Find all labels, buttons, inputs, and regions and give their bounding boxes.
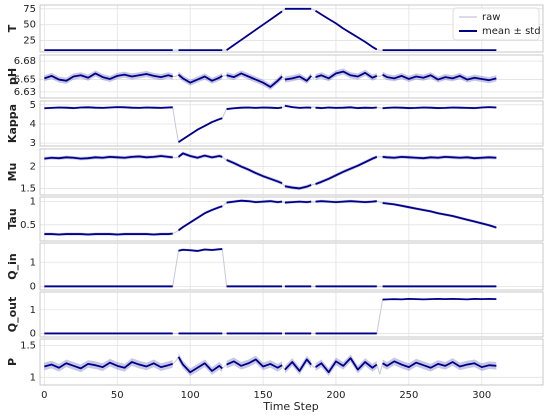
y-axis-label: Tau xyxy=(6,208,19,229)
y-tick-label: 5 xyxy=(30,100,36,111)
panel-border xyxy=(39,291,544,338)
std-band xyxy=(44,104,497,144)
panel-border xyxy=(39,196,544,242)
y-axis-label: pH xyxy=(6,68,19,85)
mean-line xyxy=(44,70,497,88)
x-tick-label: 250 xyxy=(399,390,418,401)
plot-area xyxy=(44,297,497,335)
panel-border xyxy=(39,242,544,291)
y-tick-label: 6.63 xyxy=(14,87,36,98)
y-tick-label: 75 xyxy=(23,4,36,15)
y-tick-label: 6.65 xyxy=(14,75,36,86)
plot-area xyxy=(44,151,497,191)
std-band xyxy=(44,68,497,91)
panel-border xyxy=(39,338,544,386)
x-axis-label: Time Step xyxy=(262,400,318,413)
x-tick-label: 200 xyxy=(326,390,345,401)
plot-area xyxy=(44,199,497,236)
x-tick-label: 300 xyxy=(472,390,491,401)
panel-border xyxy=(39,4,544,53)
plot-area xyxy=(44,353,497,377)
y-tick-label: 1.5 xyxy=(20,340,36,351)
y-axis-label: Q_out xyxy=(6,297,19,333)
y-tick-label: 0 xyxy=(30,328,36,339)
legend-label: raw xyxy=(482,12,500,23)
y-tick-label: 2 xyxy=(30,162,36,173)
x-tick-label: 0 xyxy=(41,390,47,401)
mean-line xyxy=(44,248,497,288)
mean-line xyxy=(44,152,497,190)
mean-line xyxy=(44,356,497,374)
y-tick-label: 3 xyxy=(30,138,36,149)
y-axis-label: Mu xyxy=(6,163,19,182)
x-tick-label: 150 xyxy=(254,390,273,401)
y-tick-label: 1 xyxy=(30,305,36,316)
y-axis-label: T xyxy=(6,24,19,32)
y-tick-label: 25 xyxy=(23,36,36,47)
plot-area xyxy=(44,68,497,91)
panel-background xyxy=(40,243,543,290)
mean-line xyxy=(44,104,497,143)
legend-label: mean ± std xyxy=(482,26,541,37)
y-tick-label: 0.5 xyxy=(20,220,36,231)
mean-line xyxy=(44,199,497,236)
plot-area xyxy=(44,104,497,144)
x-tick-label: 50 xyxy=(111,390,124,401)
y-axis-label: Q_in xyxy=(6,253,19,279)
y-tick-label: 50 xyxy=(23,20,36,31)
mean-line xyxy=(44,7,497,51)
panel-border xyxy=(39,54,544,99)
plot-area xyxy=(44,247,497,288)
plot-area xyxy=(44,7,497,51)
mean-line xyxy=(44,297,497,335)
x-tick-label: 100 xyxy=(181,390,200,401)
y-tick-label: 4 xyxy=(30,119,36,130)
y-tick-label: 1 xyxy=(30,197,36,208)
y-tick-label: 0 xyxy=(30,281,36,292)
y-axis-label: P xyxy=(6,358,19,366)
y-tick-label: 1.5 xyxy=(20,183,36,194)
y-tick-label: 1 xyxy=(30,372,36,383)
y-axis-label: Kappa xyxy=(6,104,19,143)
y-tick-label: 1 xyxy=(30,257,36,268)
y-tick-label: 6.68 xyxy=(14,56,36,67)
panel-border xyxy=(39,148,544,196)
std-band xyxy=(44,151,497,191)
panel-border xyxy=(39,100,544,147)
